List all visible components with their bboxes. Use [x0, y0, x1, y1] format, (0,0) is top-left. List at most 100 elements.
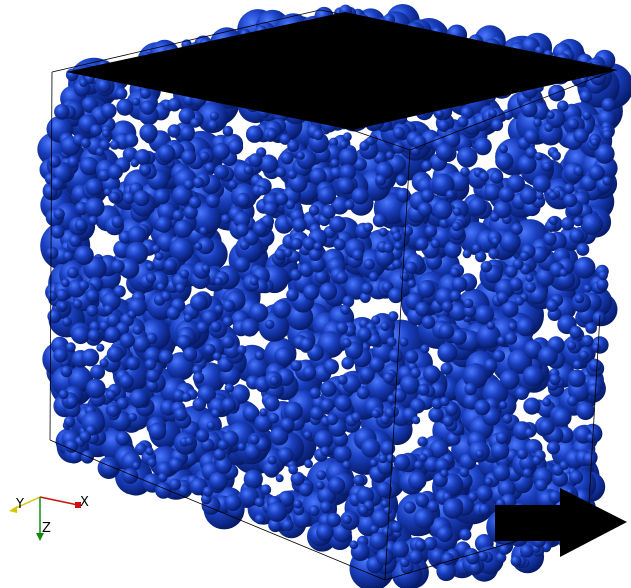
particle-sphere: [380, 440, 396, 456]
particle-sphere: [155, 216, 173, 233]
particle-sphere: [596, 278, 609, 291]
particle-sphere: [288, 464, 299, 475]
particle-sphere: [195, 429, 210, 443]
particle-sphere: [579, 350, 589, 360]
particle-sphere: [363, 258, 375, 270]
particle-sphere: [522, 365, 544, 387]
particle-sphere: [330, 166, 343, 179]
particle-sphere: [340, 304, 351, 315]
particle-sphere: [449, 290, 461, 302]
particle-sphere: [199, 226, 208, 235]
particle-sphere: [145, 447, 154, 456]
particle-sphere: [569, 470, 584, 485]
particle-sphere: [208, 471, 228, 491]
particle-sphere: [119, 374, 134, 389]
particle-sphere: [214, 277, 223, 286]
particle-sphere: [415, 301, 430, 317]
particle-sphere: [417, 202, 433, 217]
particle-sphere: [290, 238, 303, 250]
particle-sphere: [286, 288, 299, 302]
particle-sphere: [125, 241, 149, 265]
particle-sphere: [523, 397, 541, 415]
particle-sphere: [259, 408, 268, 417]
particle-sphere: [326, 413, 339, 426]
particle-sphere: [66, 395, 78, 408]
particle-sphere: [542, 161, 552, 172]
particle-sphere: [278, 490, 295, 507]
particle-sphere: [376, 481, 393, 498]
particle-sphere: [46, 291, 58, 302]
particle-sphere: [116, 98, 134, 116]
particle-sphere: [417, 383, 430, 396]
particle-sphere: [499, 369, 520, 390]
particle-sphere: [358, 505, 369, 516]
particle-sphere: [440, 469, 449, 478]
particle-sphere: [201, 264, 211, 273]
particle-sphere: [538, 346, 558, 366]
particle-sphere: [491, 237, 500, 246]
particle-sphere: [302, 365, 317, 380]
particle-sphere: [336, 322, 348, 334]
particle-sphere: [309, 167, 327, 185]
particle-sphere: [319, 282, 338, 301]
particle-sphere: [85, 178, 103, 196]
particle-sphere: [145, 272, 157, 284]
particle-sphere: [202, 486, 214, 497]
particle-sphere: [287, 169, 297, 180]
particle-sphere: [115, 87, 128, 100]
particle-sphere: [249, 434, 260, 445]
particle-sphere: [560, 217, 575, 231]
particle-sphere: [279, 133, 291, 145]
particle-sphere: [133, 335, 150, 353]
particle-sphere: [58, 389, 69, 400]
particle-sphere: [209, 111, 219, 121]
particle-sphere: [249, 276, 259, 286]
particle-sphere: [459, 528, 472, 541]
particle-sphere: [581, 213, 603, 236]
particle-sphere: [155, 252, 164, 261]
particle-sphere: [63, 416, 76, 428]
particle-sphere: [98, 169, 111, 182]
particle-sphere: [334, 394, 352, 412]
particle-sphere: [408, 549, 423, 565]
particle-sphere: [300, 337, 314, 352]
particle-sphere: [275, 192, 289, 206]
particle-sphere: [63, 251, 74, 262]
particle-sphere: [197, 237, 215, 255]
particle-sphere: [53, 208, 65, 220]
particle-sphere: [243, 469, 263, 489]
particle-sphere: [201, 309, 218, 326]
particle-sphere: [71, 325, 90, 345]
particle-sphere: [167, 97, 182, 112]
particle-sphere: [166, 306, 181, 320]
particle-sphere: [290, 269, 302, 281]
particle-sphere: [330, 158, 340, 168]
particle-sphere: [499, 144, 508, 154]
particle-sphere: [535, 478, 548, 492]
particle-sphere: [243, 165, 253, 175]
particle-sphere: [590, 138, 599, 147]
particle-sphere: [338, 147, 358, 167]
axes-triad: X Y Z: [9, 495, 89, 541]
particle-sphere: [361, 438, 381, 458]
particle-sphere: [563, 193, 578, 208]
particle-sphere: [387, 394, 397, 404]
particle-sphere: [407, 279, 416, 288]
particle-sphere: [80, 450, 94, 464]
particle-sphere: [213, 448, 226, 461]
particle-sphere: [388, 311, 399, 322]
particle-sphere: [436, 526, 453, 542]
particle-sphere: [514, 296, 524, 306]
particle-sphere: [567, 340, 577, 351]
particle-sphere: [477, 551, 488, 562]
particle-sphere: [392, 231, 402, 242]
particle-sphere: [342, 460, 352, 470]
particle-sphere: [274, 346, 294, 366]
particle-sphere: [592, 311, 606, 325]
particle-sphere: [501, 300, 519, 318]
particle-sphere: [146, 379, 159, 392]
particle-sphere: [158, 349, 173, 365]
particle-sphere: [462, 363, 489, 389]
particle-sphere: [363, 222, 374, 233]
